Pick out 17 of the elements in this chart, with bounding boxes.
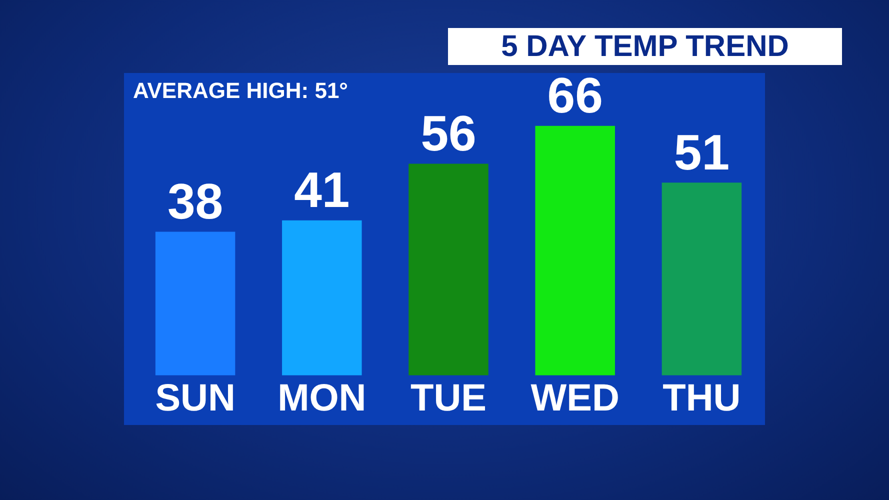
x-tick-label: WED xyxy=(530,378,620,420)
bar xyxy=(155,232,236,376)
bar xyxy=(408,164,488,376)
data-label: 51 xyxy=(674,124,730,180)
bar xyxy=(282,220,362,376)
data-label: 41 xyxy=(294,162,350,218)
data-label: 66 xyxy=(547,68,603,124)
x-tick-label: THU xyxy=(662,378,741,420)
data-label: 56 xyxy=(420,106,476,162)
text: AVERAGE HIGH: 51° xyxy=(133,78,348,104)
x-tick-label: TUE xyxy=(410,378,486,420)
x-tick-label: SUN xyxy=(155,378,236,420)
chart-title: 5 DAY TEMP TREND xyxy=(448,28,842,65)
x-tick-label: MON xyxy=(278,378,366,420)
bar xyxy=(535,126,615,376)
data-label: 38 xyxy=(167,174,224,230)
bar xyxy=(662,182,742,376)
